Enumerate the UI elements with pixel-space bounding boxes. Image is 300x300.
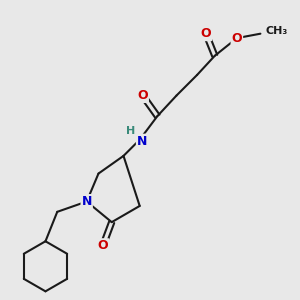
Text: CH₃: CH₃ [266, 26, 288, 36]
Text: O: O [98, 239, 108, 252]
Text: H: H [126, 126, 136, 136]
Text: N: N [82, 195, 92, 208]
Text: O: O [201, 27, 211, 40]
Text: N: N [137, 135, 147, 148]
Text: O: O [232, 32, 242, 45]
Text: O: O [137, 89, 148, 102]
